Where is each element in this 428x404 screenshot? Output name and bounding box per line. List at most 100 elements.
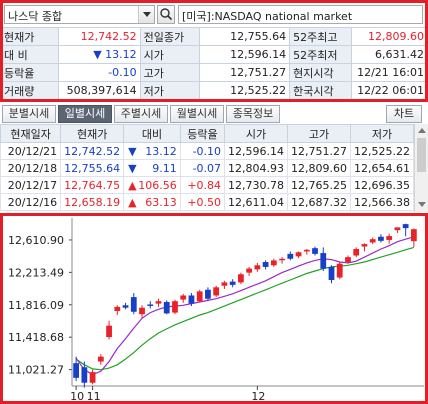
search-icon [160,8,173,21]
x-tick-label: 10 [70,390,84,403]
column-header[interactable]: 고가 [287,124,351,143]
table-cell: 12,654.61 [350,159,414,177]
candle-body [180,295,187,300]
candle-body [394,227,401,231]
table-row[interactable]: 20/12/17 12,764.75 ▲ 106.56 +0.84 12,730.78 12… [0,176,414,194]
candle-body [312,248,318,254]
candle-body [213,287,220,296]
table-cell: 12,755.64 [60,159,125,177]
table-cell: 12,525.22 [350,142,414,160]
y-tick-label: 12,213.49 [8,266,64,279]
tab-2[interactable]: 주별시세 [114,105,168,123]
table-cell: 20/12/18 [0,159,62,177]
column-header[interactable]: 시가 [224,124,289,143]
table-row[interactable]: 20/12/21 12,742.52 ▼ 13.12 -0.10 12,596.14 12,… [0,142,414,160]
candle-body [254,265,261,270]
quote-label: 전일종가 [139,27,201,46]
candle-body [303,249,310,252]
change-value: 13.12 [145,144,177,158]
column-header[interactable]: 등락율 [179,124,226,143]
table-row[interactable]: 20/12/16 12,658.19 ▲ 63.13 +0.50 12,611.04 12,… [0,193,414,211]
quote-value: 6,631.42 [350,45,428,64]
quote-value: 12,809.60 [350,27,428,46]
chart-button[interactable]: 차트 [386,105,422,123]
quote-value: 12,742.52 [57,27,141,46]
table-cell: 12,765.25 [287,176,351,194]
quote-value: 12,755.64 [199,27,291,46]
quote-row: 등락율 -0.10 고가 12,751.27 현지시각 12/21 16:01 [0,63,428,82]
candle-body [73,363,80,378]
column-header[interactable]: 대비 [123,124,181,143]
quote-label: 현지시각 [289,63,352,82]
quote-value: 12,596.14 [199,45,291,64]
table-cell: -0.10 [179,142,226,160]
y-tick-label: 11,021.27 [8,364,64,377]
table-cell: ▲ 63.13 [123,193,181,211]
table-cell: ▼ 13.12 [123,142,181,160]
quote-label: 한국시각 [289,81,352,100]
column-header[interactable]: 현재일자 [0,124,62,143]
market-label: [미국]:NASDAQ national market [178,5,423,24]
table-cell: +0.84 [179,176,226,194]
candle-body [295,252,302,257]
candle-body [221,282,228,286]
chevron-down-icon[interactable] [138,6,154,23]
candle-body [196,291,203,302]
column-header[interactable]: 현재가 [60,124,125,143]
tab-3[interactable]: 월별시세 [170,105,224,123]
candle-body [361,244,368,247]
table-cell: 12,804.93 [224,159,289,177]
table-cell: 20/12/16 [0,193,62,211]
candle-body [139,307,145,315]
tab-4[interactable]: 종목정보 [226,105,280,123]
candle-body [130,297,137,312]
candle-body [106,325,112,338]
tab-0[interactable]: 분별시세 [2,105,56,123]
candle-body [89,372,96,383]
ma-long-line [75,246,415,371]
down-arrow-icon: ▼ [128,161,137,175]
candlestick-chart[interactable]: 12,610.90 12,213.49 11,816.09 11,418.68 11,0… [0,214,428,404]
candle-body [97,356,104,362]
scroll-thumb[interactable] [417,138,426,172]
table-cell: 12,611.04 [224,193,289,211]
tab-1[interactable]: 일별시세 [58,105,112,123]
daily-table-scrollbar[interactable] [414,124,428,212]
candle-body [369,239,376,243]
candle-body [122,305,129,308]
candle-body [262,262,269,267]
daily-price-table: 현재일자 현재가 대비 등락율 시가 고가 저가 20/12/21 12,742.52 ▼ 13.1… [0,124,414,211]
index-select-value: 나스닥 종합 [8,10,63,23]
quote-label: 대 비 [0,45,59,64]
table-cell: +0.50 [179,193,226,211]
change-value: 9.11 [152,161,177,175]
index-select[interactable]: 나스닥 종합 [4,5,155,24]
table-cell: 12,596.14 [224,142,289,160]
candle-body [270,260,277,266]
candle-body [237,274,244,283]
table-cell: 20/12/17 [0,176,62,194]
column-header[interactable]: 저가 [350,124,414,143]
y-tick-label: 11,816.09 [8,299,64,312]
quote-value: 12,751.27 [199,63,291,82]
table-row[interactable]: 20/12/18 12,755.64 ▼ 9.11 -0.07 12,804.93 12,8… [0,159,414,177]
search-button[interactable] [157,5,175,24]
candle-body [205,289,211,299]
candle-body [147,304,154,306]
highlight-box-quote [0,0,428,102]
candle-body [155,301,162,304]
scroll-down-icon[interactable] [418,202,426,207]
up-arrow-icon: ▲ [128,195,137,209]
x-tick-label: 12 [251,390,265,403]
table-cell: 12,687.32 [287,193,351,211]
table-cell: -0.07 [179,159,226,177]
scroll-up-icon[interactable] [418,128,426,133]
y-tick-label: 11,418.68 [8,331,64,344]
quote-row: 대 비 ▼ 13.12 시가 12,596.14 52주최저 6,631.42 [0,45,428,64]
quote-value: 508,397,614 [57,81,141,100]
table-cell: 12,809.60 [287,159,351,177]
market-label-text: [미국]:NASDAQ national market [182,10,353,23]
candle-body [246,268,253,273]
change-value: 106.56 [138,178,177,192]
x-tick-label: 11 [87,390,101,403]
